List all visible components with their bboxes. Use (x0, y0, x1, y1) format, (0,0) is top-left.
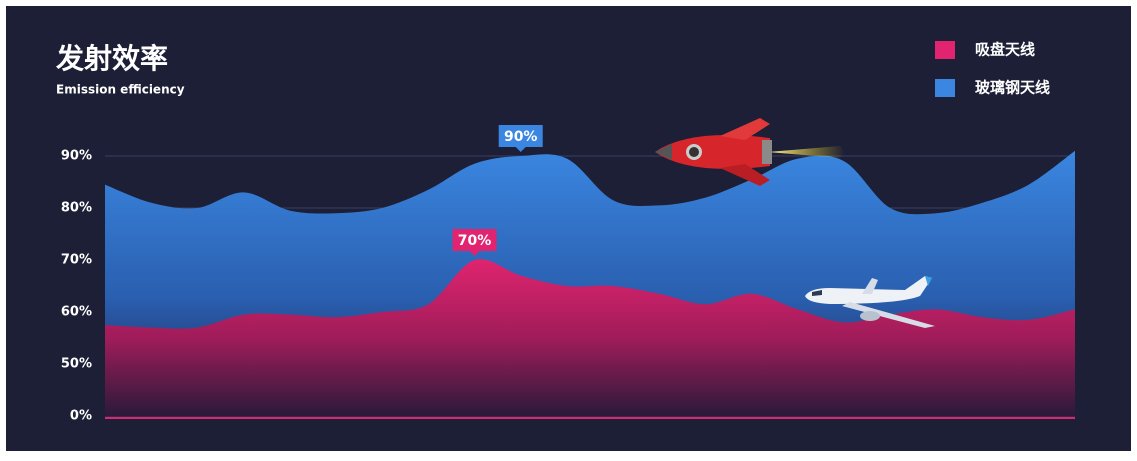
y-tick-label: 0% (70, 409, 92, 424)
value-label-pointer (469, 251, 480, 256)
area (105, 259, 1075, 416)
legend-label: 玻璃钢天线 (975, 79, 1050, 97)
airplane-icon (805, 276, 935, 328)
value-label-pointer (515, 147, 526, 152)
legend-label: 吸盘天线 (975, 41, 1035, 59)
y-tick-label: 70% (61, 253, 92, 268)
value-label: 70% (458, 233, 492, 249)
legend-swatch (935, 41, 955, 59)
y-tick-label: 60% (61, 305, 92, 320)
plot-area: 0% 50% 60% 70% 80% 90% 90% 70% (61, 125, 1075, 424)
y-tick-label: 50% (61, 357, 92, 372)
rocket-icon (655, 118, 845, 186)
value-label: 90% (504, 129, 538, 145)
chart-subtitle: Emission efficiency (56, 83, 185, 97)
decorations (655, 118, 935, 328)
y-tick-label: 80% (61, 201, 92, 216)
value-label-bg (452, 229, 497, 251)
chart-title: 发射效率 (55, 42, 168, 75)
y-tick-label: 90% (61, 149, 92, 164)
legend-swatch (935, 79, 955, 97)
value-label-bg (498, 125, 543, 147)
